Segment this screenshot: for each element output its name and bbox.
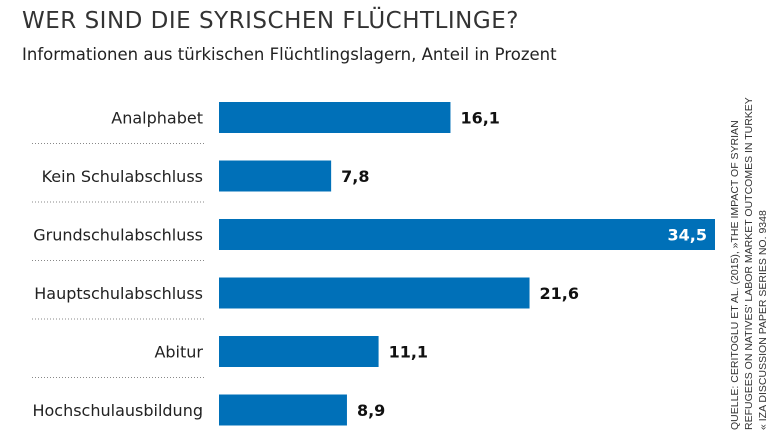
bar xyxy=(219,102,451,133)
category-label: Analphabet xyxy=(111,109,203,128)
source-line: « IZA DISCUSSION PAPER SERIES NO. 9348 xyxy=(757,210,769,430)
category-label: Hochschulausbildung xyxy=(32,401,203,420)
bar xyxy=(219,277,530,309)
source-note: QUELLE: CERITOGLU ET AL. (2015), »THE IM… xyxy=(728,90,770,430)
value-label: 8,9 xyxy=(357,401,385,420)
chart-title: WER SIND DIE SYRISCHEN FLÜCHTLINGE? xyxy=(22,8,519,34)
bar xyxy=(219,336,379,367)
value-label: 16,1 xyxy=(460,109,499,128)
bar xyxy=(219,219,715,250)
source-line: QUELLE: CERITOGLU ET AL. (2015), »THE IM… xyxy=(729,120,741,430)
bar xyxy=(219,394,347,426)
value-label: 21,6 xyxy=(540,284,579,303)
bar xyxy=(219,160,332,192)
category-label: Grundschulabschluss xyxy=(33,226,203,245)
category-label: Abitur xyxy=(154,343,203,362)
source-line: REFUGEES ON NATIVES' LABOR MARKET OUTCOM… xyxy=(743,97,755,430)
value-label: 7,8 xyxy=(341,167,369,186)
value-label: 34,5 xyxy=(668,226,707,245)
category-label: Hauptschulabschluss xyxy=(34,284,203,303)
value-label: 11,1 xyxy=(389,343,428,362)
chart-subtitle: Informationen aus türkischen Flüchtlings… xyxy=(22,45,557,64)
category-label: Kein Schulabschluss xyxy=(42,167,203,186)
